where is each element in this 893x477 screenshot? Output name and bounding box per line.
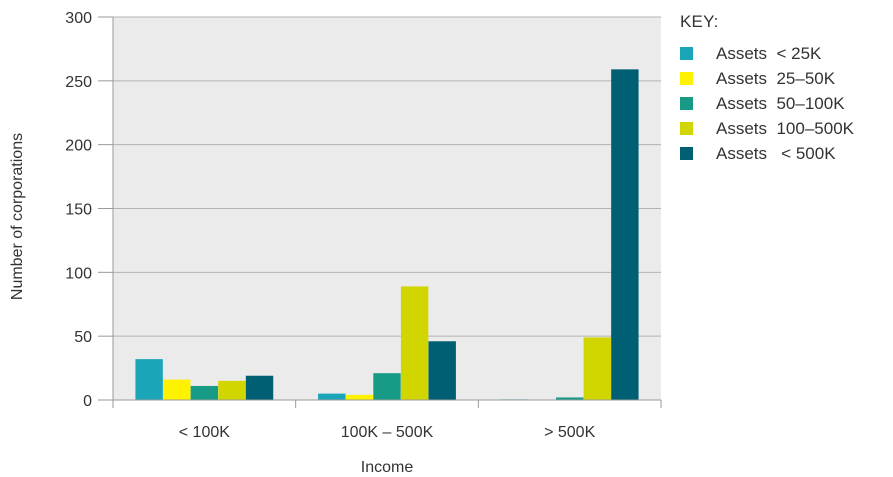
y-tick-label: 250 — [65, 74, 92, 91]
legend-item: Assets 50–100K — [680, 91, 854, 116]
bar — [135, 359, 163, 400]
legend-swatch — [680, 97, 693, 110]
x-axis-title: Income — [361, 459, 414, 476]
x-category-label: 100K – 500K — [341, 424, 434, 441]
legend-swatch — [680, 72, 693, 85]
x-category-label: < 100K — [179, 424, 230, 441]
bar — [555, 397, 584, 400]
bar — [218, 380, 246, 400]
legend: KEY: Assets < 25K Assets 25–50K Assets 50–… — [680, 12, 854, 166]
legend-label: Assets 25–50K — [716, 68, 836, 88]
axes — [98, 16, 662, 408]
bar — [373, 373, 401, 400]
legend-item: Assets < 25K — [680, 41, 854, 66]
bar — [611, 69, 639, 401]
legend-item: Assets < 500K — [680, 141, 854, 166]
legend-title: KEY: — [680, 12, 719, 31]
y-tick-label: 100 — [65, 265, 92, 282]
bar — [345, 394, 374, 400]
legend-item: Assets 100–500K — [680, 116, 854, 141]
x-category-labels: < 100K 100K – 500K > 500K — [179, 424, 596, 441]
bar — [428, 341, 456, 400]
bars — [135, 69, 639, 401]
bar — [583, 337, 611, 400]
legend-swatch — [680, 47, 693, 60]
bar — [400, 286, 429, 400]
y-tick-label: 300 — [65, 10, 92, 27]
y-axis-title: Number of corporations — [9, 133, 26, 300]
legend-label: Assets < 25K — [716, 43, 822, 63]
legend-swatch — [680, 147, 693, 160]
y-tick-labels: 0 50 100 150 200 250 300 — [65, 10, 92, 410]
legend-label: Assets < 500K — [716, 143, 836, 163]
legend-label: Assets 50–100K — [716, 93, 845, 113]
y-tick-label: 0 — [83, 393, 92, 410]
bar — [190, 385, 219, 400]
legend-label: Assets 100–500K — [716, 118, 854, 138]
bar — [318, 393, 346, 400]
x-category-label: > 500K — [544, 424, 595, 441]
y-tick-label: 200 — [65, 138, 92, 155]
grid-lines — [113, 16, 661, 337]
legend-swatch — [680, 122, 693, 135]
bar — [245, 375, 274, 400]
bar — [163, 379, 191, 400]
legend-items: Assets < 25K Assets 25–50K Assets 50–100K A… — [680, 41, 854, 166]
y-tick-label: 50 — [74, 329, 92, 346]
legend-item: Assets 25–50K — [680, 66, 854, 91]
y-tick-label: 150 — [65, 202, 92, 219]
